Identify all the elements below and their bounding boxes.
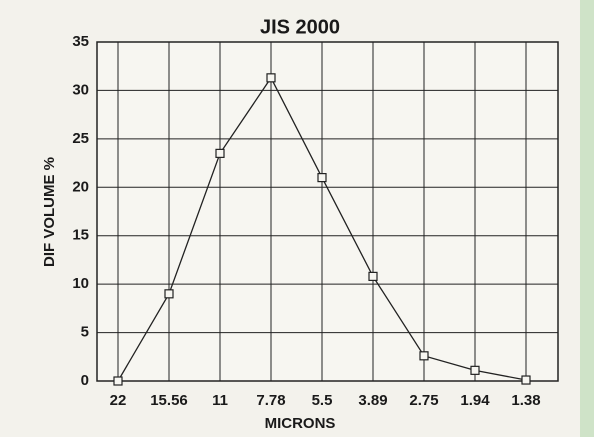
x-tick-label: 7.78 [256,392,285,409]
x-axis-label: MICRONS [265,415,336,432]
x-tick-label: 11 [212,392,228,409]
y-tick-label: 35 [72,33,89,50]
x-tick-label: 3.89 [358,392,387,409]
x-tick-label: 2.75 [409,392,438,409]
y-tick-label: 25 [72,130,89,147]
marker [317,173,327,183]
y-axis-label: DIF VOLUME % [41,157,58,267]
x-tick-label: 22 [110,392,127,409]
marker [113,376,123,386]
y-tick-label: 15 [72,227,89,244]
y-tick-label: 5 [81,324,89,341]
chart-title: JIS 2000 [260,16,340,38]
x-tick-label: 1.38 [511,392,540,409]
x-tick-label: 15.56 [150,392,188,409]
x-tick-label: 1.94 [460,392,490,409]
marker [215,148,225,158]
marker [164,289,174,299]
marker [266,73,276,83]
x-tick-label: 5.5 [312,392,333,409]
plot-area [96,41,559,382]
marker [368,271,378,281]
y-tick-label: 10 [72,275,89,292]
marker [470,365,480,375]
marker [419,351,429,361]
y-tick-label: 0 [81,372,89,389]
marker [521,375,531,385]
y-tick-label: 20 [72,178,89,195]
y-tick-label: 30 [72,81,89,98]
page-edge [580,0,594,437]
